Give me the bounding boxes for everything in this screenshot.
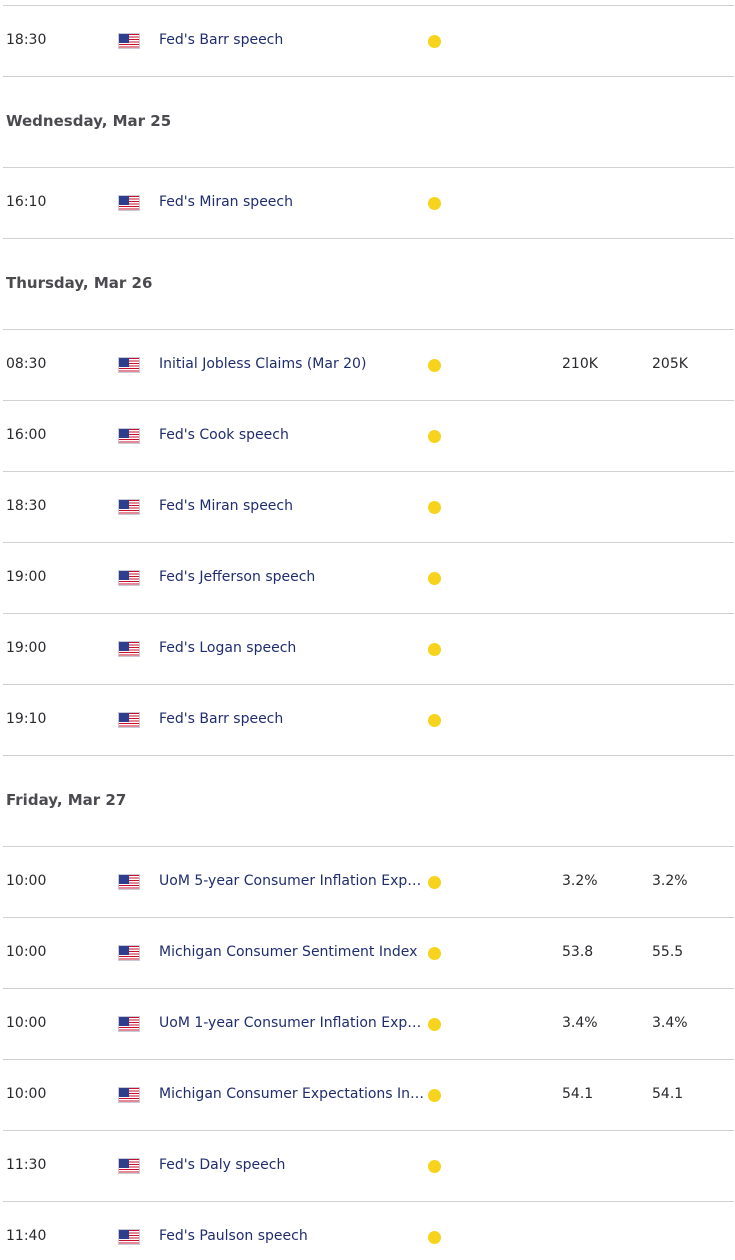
consensus-value: 3.4%	[652, 1015, 688, 1031]
importance-dot-icon	[428, 1089, 441, 1102]
event-time: 16:10	[6, 194, 47, 210]
importance-dot-icon	[428, 359, 441, 372]
event-time: 08:30	[6, 356, 47, 372]
row-divider	[3, 917, 734, 918]
event-time: 19:10	[6, 711, 47, 727]
event-name-link[interactable]: Fed's Barr speech	[159, 32, 284, 48]
event-name-link[interactable]: Fed's Miran speech	[159, 498, 293, 514]
importance-dot-icon	[428, 1160, 441, 1173]
us-flag-icon	[118, 357, 140, 373]
importance-dot-icon	[428, 1018, 441, 1031]
day-header: Friday, Mar 27	[6, 791, 127, 809]
day-header: Thursday, Mar 26	[6, 274, 153, 292]
event-name-link[interactable]: UoM 1-year Consumer Inflation Expectatio…	[159, 1015, 427, 1031]
row-divider	[3, 471, 734, 472]
row-divider	[3, 1201, 734, 1202]
us-flag-icon	[118, 1087, 140, 1103]
event-time: 10:00	[6, 873, 47, 889]
event-name-link[interactable]: Initial Jobless Claims (Mar 20)	[159, 356, 367, 372]
row-divider	[3, 5, 734, 6]
us-flag-icon	[118, 874, 140, 890]
us-flag-icon	[118, 33, 140, 49]
previous-value: 210K	[562, 356, 598, 372]
importance-dot-icon	[428, 572, 441, 585]
importance-dot-icon	[428, 714, 441, 727]
us-flag-icon	[118, 1158, 140, 1174]
row-divider	[3, 846, 734, 847]
consensus-value: 3.2%	[652, 873, 688, 889]
importance-dot-icon	[428, 643, 441, 656]
us-flag-icon	[118, 428, 140, 444]
event-name-link[interactable]: Fed's Miran speech	[159, 194, 293, 210]
event-time: 19:00	[6, 569, 47, 585]
importance-dot-icon	[428, 197, 441, 210]
event-time: 16:00	[6, 427, 47, 443]
consensus-value: 55.5	[652, 944, 684, 960]
event-time: 18:30	[6, 32, 47, 48]
event-name-link[interactable]: UoM 5-year Consumer Inflation Expectatio…	[159, 873, 427, 889]
us-flag-icon	[118, 570, 140, 586]
importance-dot-icon	[428, 430, 441, 443]
event-time: 19:00	[6, 640, 47, 656]
event-name-link[interactable]: Fed's Paulson speech	[159, 1228, 308, 1244]
event-name-link[interactable]: Fed's Daly speech	[159, 1157, 286, 1173]
row-divider	[3, 542, 734, 543]
event-time: 11:40	[6, 1228, 47, 1244]
previous-value: 3.2%	[562, 873, 598, 889]
row-divider	[3, 684, 734, 685]
us-flag-icon	[118, 1229, 140, 1245]
event-time: 18:30	[6, 498, 47, 514]
importance-dot-icon	[428, 1231, 441, 1244]
event-name-link[interactable]: Fed's Cook speech	[159, 427, 289, 443]
event-name-link[interactable]: Fed's Jefferson speech	[159, 569, 316, 585]
row-divider	[3, 1130, 734, 1131]
importance-dot-icon	[428, 35, 441, 48]
us-flag-icon	[118, 712, 140, 728]
event-name-link[interactable]: Fed's Logan speech	[159, 640, 297, 656]
row-divider	[3, 988, 734, 989]
importance-dot-icon	[428, 876, 441, 889]
us-flag-icon	[118, 1016, 140, 1032]
event-name-link[interactable]: Michigan Consumer Expectations Index	[159, 1086, 427, 1102]
day-header: Wednesday, Mar 25	[6, 112, 172, 130]
us-flag-icon	[118, 499, 140, 515]
event-time: 11:30	[6, 1157, 47, 1173]
event-name-link[interactable]: Michigan Consumer Sentiment Index	[159, 944, 418, 960]
row-divider	[3, 167, 734, 168]
consensus-value: 54.1	[652, 1086, 684, 1102]
row-divider	[3, 755, 734, 756]
previous-value: 53.8	[562, 944, 594, 960]
us-flag-icon	[118, 945, 140, 961]
row-divider	[3, 1059, 734, 1060]
event-time: 10:00	[6, 944, 47, 960]
us-flag-icon	[118, 195, 140, 211]
event-name-link[interactable]: Fed's Barr speech	[159, 711, 284, 727]
row-divider	[3, 238, 734, 239]
importance-dot-icon	[428, 501, 441, 514]
importance-dot-icon	[428, 947, 441, 960]
previous-value: 54.1	[562, 1086, 594, 1102]
row-divider	[3, 76, 734, 77]
previous-value: 3.4%	[562, 1015, 598, 1031]
row-divider	[3, 400, 734, 401]
event-time: 10:00	[6, 1086, 47, 1102]
row-divider	[3, 613, 734, 614]
consensus-value: 205K	[652, 356, 688, 372]
event-time: 10:00	[6, 1015, 47, 1031]
row-divider	[3, 329, 734, 330]
us-flag-icon	[118, 641, 140, 657]
